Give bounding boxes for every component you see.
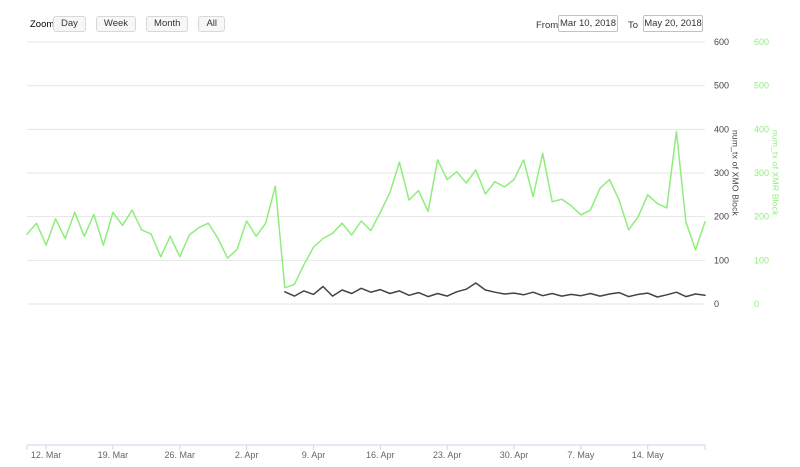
- series-line-xmr: [26, 130, 706, 289]
- range-selector-buttons: Day Week Month All: [53, 16, 225, 32]
- y-tick-label-xmo: 100: [714, 255, 729, 265]
- zoom-label: Zoom: [30, 19, 55, 30]
- from-date-input[interactable]: [558, 15, 618, 32]
- range-button-week[interactable]: Week: [95, 16, 137, 32]
- y-tick-label-xmr: 0: [754, 299, 759, 309]
- y-tick-label-xmr: 200: [754, 212, 769, 222]
- y-tick-label-xmr: 600: [754, 37, 769, 47]
- to-label: To: [628, 20, 639, 31]
- y-axis-labels: 0 0 100 100 200 200 300 300 400 400 500 500 600 600: [714, 37, 769, 309]
- x-tick-label: 2. Apr: [235, 450, 259, 460]
- y-tick-label-xmr: 500: [754, 81, 769, 91]
- x-tick-label: 16. Apr: [366, 450, 395, 460]
- x-tick-label: 26. Mar: [165, 450, 196, 460]
- y-tick-label-xmr: 300: [754, 168, 769, 178]
- y-tick-label-xmr: 400: [754, 124, 769, 134]
- x-tick-label: 14. May: [632, 450, 665, 460]
- y-tick-label-xmo: 300: [714, 168, 729, 178]
- range-button-day[interactable]: Day: [53, 16, 86, 32]
- y-tick-label-xmo: 400: [714, 124, 729, 134]
- y-tick-label-xmr: 100: [754, 255, 769, 265]
- x-tick-label: 7. May: [567, 450, 595, 460]
- y-axis-title-xmo-block: num_tx of XMO Block: [730, 130, 741, 216]
- x-tick-label: 19. Mar: [98, 450, 129, 460]
- series-line-xmo: [284, 282, 706, 298]
- gridlines: [27, 41, 705, 305]
- to-date-input[interactable]: [643, 15, 703, 32]
- x-tick-label: 12. Mar: [31, 450, 62, 460]
- range-button-all[interactable]: All: [198, 16, 225, 32]
- x-tick-label: 23. Apr: [433, 450, 462, 460]
- y-tick-label-xmo: 0: [714, 299, 719, 309]
- x-tick-label: 30. Apr: [500, 450, 529, 460]
- y-tick-label-xmo: 500: [714, 81, 729, 91]
- x-tick-label: 9. Apr: [302, 450, 326, 460]
- from-label: From: [536, 20, 559, 31]
- x-axis: 12. Mar 19. Mar 26. Mar 2. Apr 9. Apr 16. Apr…: [26, 444, 706, 460]
- y-axis-title-xmr-block: num_tx of XMR Block: [770, 130, 781, 216]
- y-tick-label-xmo: 200: [714, 212, 729, 222]
- y-tick-label-xmo: 600: [714, 37, 729, 47]
- range-button-month[interactable]: Month: [146, 16, 189, 32]
